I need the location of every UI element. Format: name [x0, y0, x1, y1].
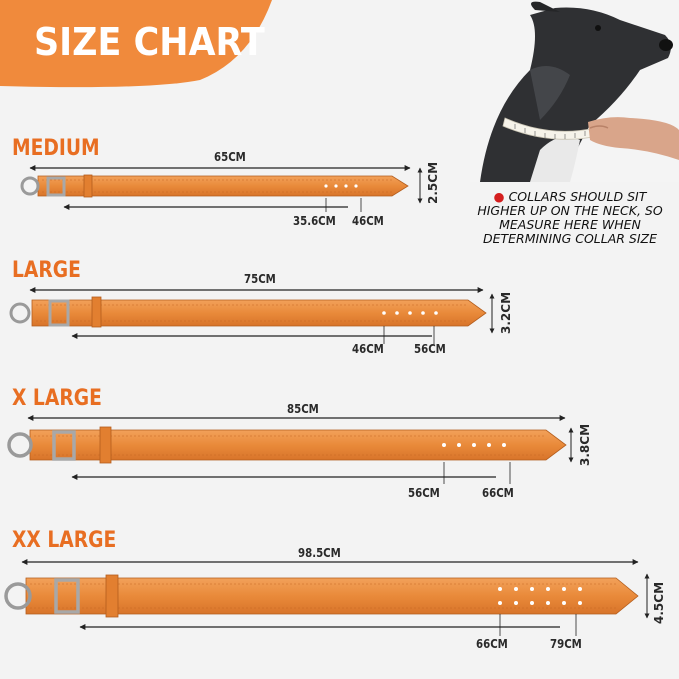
- dog-photo: [470, 0, 679, 182]
- xlarge-length: 85CM: [287, 402, 319, 416]
- medium-width: 2.5CM: [426, 161, 440, 204]
- collar-medium: [20, 165, 423, 212]
- xlarge-width: 3.8CM: [578, 423, 592, 466]
- fit-note-text: COLLARS SHOULD SIT HIGHER UP ON THE NECK…: [477, 189, 663, 246]
- large-min: 46CM: [352, 342, 384, 356]
- medium-max: 46CM: [352, 214, 384, 228]
- collar-xxlarge: [4, 559, 650, 636]
- large-width: 3.2CM: [499, 291, 513, 334]
- size-label-large: LARGE: [12, 258, 81, 283]
- large-max: 56CM: [414, 342, 446, 356]
- medium-min: 35.6CM: [293, 214, 336, 228]
- fit-note: ● COLLARS SHOULD SIT HIGHER UP ON THE NE…: [470, 190, 670, 246]
- xlarge-min: 56CM: [408, 486, 440, 500]
- page-title: SIZE CHART: [34, 20, 265, 64]
- xxlarge-max: 79CM: [550, 637, 582, 651]
- header-banner: [0, 0, 272, 88]
- size-label-medium: MEDIUM: [12, 136, 100, 161]
- xxlarge-min: 66CM: [476, 637, 508, 651]
- red-dot-icon: ●: [493, 189, 505, 204]
- size-label-xlarge: X LARGE: [12, 386, 102, 411]
- collar-xlarge: [7, 415, 574, 484]
- large-length: 75CM: [244, 272, 276, 286]
- collar-large: [9, 287, 495, 344]
- size-label-xxlarge: XX LARGE: [12, 528, 117, 553]
- xxlarge-length: 98.5CM: [298, 546, 341, 560]
- medium-length: 65CM: [214, 150, 246, 164]
- xxlarge-width: 4.5CM: [652, 581, 666, 624]
- xlarge-max: 66CM: [482, 486, 514, 500]
